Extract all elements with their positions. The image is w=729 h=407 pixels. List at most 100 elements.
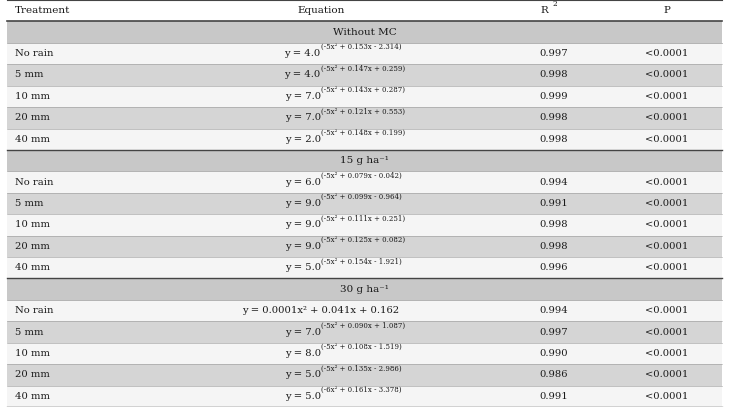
- Text: <0.0001: <0.0001: [645, 135, 689, 144]
- Text: y = 0.0001x² + 0.041x + 0.162: y = 0.0001x² + 0.041x + 0.162: [242, 306, 399, 315]
- Bar: [7, 343, 722, 364]
- Text: (-5x² + 0.147x + 0.259): (-5x² + 0.147x + 0.259): [321, 65, 405, 72]
- Bar: [7, 107, 722, 129]
- Text: Without MC: Without MC: [332, 28, 397, 37]
- Text: 40 mm: 40 mm: [15, 135, 50, 144]
- Text: (-5x² + 0.079x - 0.042): (-5x² + 0.079x - 0.042): [321, 172, 402, 179]
- Text: 0.991: 0.991: [539, 199, 569, 208]
- Text: 15 g ha⁻¹: 15 g ha⁻¹: [340, 156, 389, 165]
- Text: 0.991: 0.991: [539, 392, 569, 401]
- Text: No rain: No rain: [15, 49, 53, 58]
- Text: <0.0001: <0.0001: [645, 263, 689, 272]
- Text: 10 mm: 10 mm: [15, 221, 50, 230]
- Text: y = 7.0: y = 7.0: [284, 113, 321, 123]
- Bar: [7, 43, 722, 64]
- Bar: [7, 64, 722, 86]
- Text: y = 2.0: y = 2.0: [284, 135, 321, 144]
- Text: (-5x² + 0.135x - 2.986): (-5x² + 0.135x - 2.986): [321, 364, 402, 372]
- Text: 20 mm: 20 mm: [15, 370, 50, 379]
- Text: y = 9.0: y = 9.0: [284, 242, 321, 251]
- Text: <0.0001: <0.0001: [645, 221, 689, 230]
- Text: P: P: [663, 6, 671, 15]
- Text: y = 5.0: y = 5.0: [284, 263, 321, 272]
- Text: y = 4.0: y = 4.0: [284, 49, 321, 58]
- Text: y = 7.0: y = 7.0: [284, 92, 321, 101]
- Text: 0.998: 0.998: [539, 135, 569, 144]
- Text: <0.0001: <0.0001: [645, 306, 689, 315]
- Text: Treatment: Treatment: [15, 6, 70, 15]
- Text: y = 8.0: y = 8.0: [284, 349, 321, 358]
- Text: Equation: Equation: [297, 6, 344, 15]
- Text: No rain: No rain: [15, 306, 53, 315]
- Bar: [7, 150, 722, 171]
- Text: y = 4.0: y = 4.0: [284, 70, 321, 79]
- Text: (-5x² + 0.108x - 1.519): (-5x² + 0.108x - 1.519): [321, 343, 402, 351]
- Bar: [7, 321, 722, 343]
- Text: <0.0001: <0.0001: [645, 349, 689, 358]
- Text: y = 5.0: y = 5.0: [284, 370, 321, 379]
- Bar: [7, 236, 722, 257]
- Bar: [7, 278, 722, 300]
- Text: (-5x² + 0.148x + 0.199): (-5x² + 0.148x + 0.199): [321, 129, 405, 137]
- Text: 0.994: 0.994: [539, 306, 569, 315]
- Text: <0.0001: <0.0001: [645, 328, 689, 337]
- Bar: [7, 193, 722, 214]
- Bar: [7, 22, 722, 43]
- Text: 0.998: 0.998: [539, 70, 569, 79]
- Text: 5 mm: 5 mm: [15, 328, 43, 337]
- Text: 0.996: 0.996: [539, 263, 569, 272]
- Text: 40 mm: 40 mm: [15, 263, 50, 272]
- Text: <0.0001: <0.0001: [645, 242, 689, 251]
- Bar: [7, 214, 722, 236]
- Text: <0.0001: <0.0001: [645, 177, 689, 186]
- Text: <0.0001: <0.0001: [645, 199, 689, 208]
- Bar: [7, 300, 722, 321]
- Text: y = 7.0: y = 7.0: [284, 328, 321, 337]
- Text: 20 mm: 20 mm: [15, 113, 50, 123]
- Text: 0.998: 0.998: [539, 242, 569, 251]
- Text: y = 9.0: y = 9.0: [284, 221, 321, 230]
- Text: 40 mm: 40 mm: [15, 392, 50, 401]
- Text: (-5x² + 0.154x - 1.921): (-5x² + 0.154x - 1.921): [321, 257, 402, 265]
- Text: (-5x² + 0.143x + 0.287): (-5x² + 0.143x + 0.287): [321, 86, 405, 94]
- Text: 10 mm: 10 mm: [15, 349, 50, 358]
- Bar: [7, 385, 722, 407]
- Text: <0.0001: <0.0001: [645, 370, 689, 379]
- Text: 0.997: 0.997: [539, 328, 569, 337]
- Bar: [7, 0, 722, 22]
- Text: <0.0001: <0.0001: [645, 49, 689, 58]
- Text: y = 6.0: y = 6.0: [285, 177, 321, 186]
- Text: <0.0001: <0.0001: [645, 70, 689, 79]
- Text: <0.0001: <0.0001: [645, 92, 689, 101]
- Text: (-5x² + 0.099x - 0.964): (-5x² + 0.099x - 0.964): [321, 193, 402, 201]
- Text: 0.998: 0.998: [539, 113, 569, 123]
- Text: (-5x² + 0.090x + 1.087): (-5x² + 0.090x + 1.087): [321, 322, 405, 330]
- Text: 0.990: 0.990: [539, 349, 569, 358]
- Text: (-5x² + 0.125x + 0.082): (-5x² + 0.125x + 0.082): [321, 236, 405, 244]
- Bar: [7, 171, 722, 193]
- Text: (-5x² + 0.153x - 2.314): (-5x² + 0.153x - 2.314): [321, 43, 401, 51]
- Text: No rain: No rain: [15, 177, 53, 186]
- Text: (-5x² + 0.111x + 0.251): (-5x² + 0.111x + 0.251): [321, 214, 405, 223]
- Text: (-5x² + 0.121x + 0.553): (-5x² + 0.121x + 0.553): [321, 107, 405, 116]
- Text: 0.998: 0.998: [539, 221, 569, 230]
- Text: 2: 2: [553, 0, 558, 8]
- Text: 30 g ha⁻¹: 30 g ha⁻¹: [340, 284, 389, 294]
- Text: <0.0001: <0.0001: [645, 113, 689, 123]
- Bar: [7, 364, 722, 385]
- Text: (-6x² + 0.161x - 3.378): (-6x² + 0.161x - 3.378): [321, 386, 401, 394]
- Text: 10 mm: 10 mm: [15, 92, 50, 101]
- Text: 0.986: 0.986: [539, 370, 569, 379]
- Text: 0.994: 0.994: [539, 177, 569, 186]
- Text: 5 mm: 5 mm: [15, 70, 43, 79]
- Text: R: R: [540, 6, 548, 15]
- Bar: [7, 257, 722, 278]
- Text: <0.0001: <0.0001: [645, 392, 689, 401]
- Text: 20 mm: 20 mm: [15, 242, 50, 251]
- Bar: [7, 129, 722, 150]
- Text: 0.999: 0.999: [539, 92, 569, 101]
- Text: y = 9.0: y = 9.0: [284, 199, 321, 208]
- Text: y = 5.0: y = 5.0: [284, 392, 321, 401]
- Text: 5 mm: 5 mm: [15, 199, 43, 208]
- Bar: [7, 86, 722, 107]
